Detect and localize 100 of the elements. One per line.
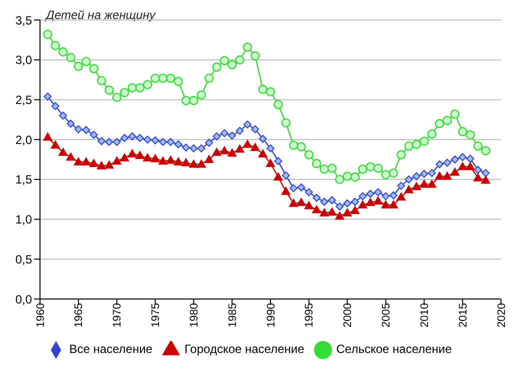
point — [204, 74, 214, 83]
x-tick-label: 1965 — [73, 303, 86, 328]
point — [220, 56, 229, 66]
point — [212, 62, 222, 72]
x-tick-label: 2000 — [342, 303, 354, 328]
point — [112, 156, 122, 165]
point — [166, 74, 176, 83]
point — [82, 126, 90, 134]
point — [420, 136, 429, 146]
point — [442, 116, 452, 126]
point — [242, 140, 252, 148]
point — [466, 130, 475, 140]
point — [235, 55, 244, 64]
point — [466, 154, 474, 163]
point — [196, 160, 206, 168]
point — [258, 134, 267, 143]
point — [112, 92, 122, 102]
point — [82, 56, 91, 66]
y-tick-label: 3,0 — [15, 53, 32, 68]
x-tick-label: 1995 — [304, 303, 316, 328]
point — [74, 125, 82, 134]
point — [89, 64, 98, 74]
point — [288, 140, 298, 150]
point — [420, 170, 428, 178]
point — [151, 136, 160, 144]
point — [481, 146, 490, 156]
point — [166, 138, 175, 146]
point — [358, 164, 368, 174]
point — [296, 142, 306, 152]
point — [250, 143, 260, 152]
point — [258, 84, 268, 94]
point — [143, 153, 152, 162]
point — [251, 125, 260, 134]
point — [428, 169, 436, 178]
point — [250, 51, 260, 60]
point — [397, 182, 406, 190]
point — [128, 83, 137, 92]
point — [320, 198, 328, 206]
point — [320, 164, 329, 174]
point — [335, 174, 344, 184]
point — [144, 136, 152, 144]
point — [212, 148, 222, 156]
point — [443, 158, 452, 167]
point — [335, 212, 344, 220]
point — [404, 141, 414, 151]
x-tick-label: 1975 — [150, 303, 162, 328]
point — [396, 150, 406, 160]
point — [274, 172, 283, 181]
point — [304, 188, 313, 196]
point — [358, 192, 367, 200]
point — [227, 60, 237, 70]
point — [412, 140, 422, 149]
point — [350, 206, 360, 214]
point — [174, 76, 183, 86]
point — [312, 158, 322, 168]
point — [242, 42, 252, 52]
point — [274, 100, 283, 110]
point — [181, 96, 191, 106]
point — [120, 134, 129, 142]
point — [450, 156, 459, 164]
point — [128, 149, 137, 158]
x-tick-label: 1985 — [226, 303, 239, 328]
point — [104, 86, 114, 95]
y-tick-label: 2,0 — [15, 132, 32, 147]
point — [58, 47, 68, 56]
point — [228, 148, 237, 157]
point — [436, 160, 444, 168]
point — [458, 127, 468, 136]
point — [128, 132, 136, 140]
point — [112, 138, 121, 146]
x-tick-label: 2020 — [496, 303, 508, 328]
point — [404, 185, 414, 194]
point — [135, 151, 144, 160]
point — [43, 132, 52, 141]
point — [427, 180, 436, 188]
point — [174, 140, 182, 148]
x-tick-label: 1990 — [265, 303, 278, 328]
point — [296, 198, 306, 206]
point — [135, 83, 144, 92]
point — [59, 112, 68, 120]
point — [304, 201, 314, 210]
point — [266, 158, 275, 167]
point — [158, 74, 168, 83]
point — [158, 138, 167, 146]
point — [235, 144, 244, 153]
point — [374, 196, 383, 204]
point — [97, 137, 106, 146]
point — [43, 30, 52, 39]
point — [166, 156, 176, 164]
point — [366, 190, 374, 198]
point — [150, 74, 160, 83]
point — [174, 157, 183, 166]
point — [342, 208, 352, 216]
point — [343, 199, 352, 208]
point — [136, 134, 144, 142]
point — [290, 184, 298, 192]
point — [189, 160, 198, 168]
point — [351, 198, 360, 206]
x-tick-label: 2005 — [380, 303, 393, 328]
point — [66, 52, 76, 62]
